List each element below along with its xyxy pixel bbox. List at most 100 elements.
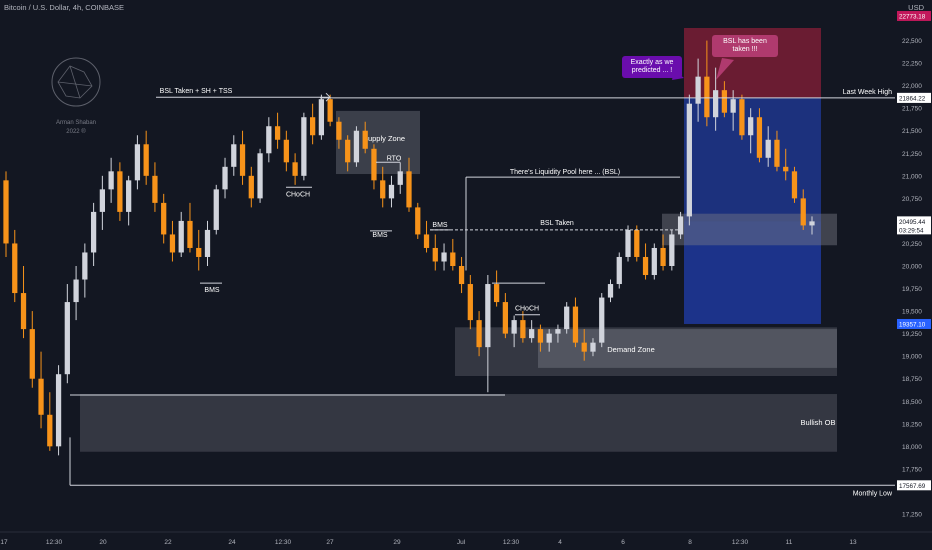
bsl-taken-label: BSL Taken + SH + TSS [160,88,233,95]
x-tick-label: 8 [688,539,692,546]
candle-body [283,139,289,163]
candle-body [371,148,377,181]
candle-body [599,297,605,343]
candle-body [3,180,9,244]
y-tick-label: 20,250 [902,241,922,248]
candle-body [783,166,789,172]
candle-body [493,284,500,303]
candle-body [204,229,211,257]
supply-zone-label: Supply Zone [363,134,405,143]
candle-body [555,329,561,334]
candle-body [590,342,596,352]
callout-bsl-taken: BSL has been taken !!! [712,35,778,57]
price-tag-label: 22773.18 [899,13,926,20]
candle-body [695,76,701,104]
candle-body [169,234,176,253]
y-tick-label: 18,500 [902,399,922,406]
price-tag-bg [897,216,931,235]
bms-label-3: BMS [432,222,448,229]
candle-body [231,144,237,167]
x-tick-label: 13 [849,539,857,546]
monthly-low-label: Monthly Low [853,490,893,497]
candle-body [537,329,544,343]
candle-body [415,207,421,235]
candle-body [90,211,97,253]
candle-body [450,252,456,266]
currency-label: USD [908,3,924,12]
x-tick-label: 17 [0,539,8,546]
bullish-ob-label: Bullish OB [800,418,835,427]
y-tick-label: 19,750 [902,286,922,293]
current-zone-box [662,213,837,246]
candle-body [161,202,167,235]
y-tick-label: 20,750 [902,196,922,203]
candle-body [774,139,780,167]
x-tick-label: 27 [326,539,334,546]
price-tag-label: 20495.44 [899,219,926,226]
candle-body [187,220,193,248]
candle-body [721,90,728,113]
y-tick-label: 17,250 [902,511,922,518]
rto-label: RTO [387,155,402,162]
logo-icon [51,57,101,107]
x-tick-label: Jul [457,539,466,546]
candle-body [222,166,228,190]
candle-body [388,184,395,199]
candle-body [99,189,105,212]
candle-body [55,374,62,447]
choch-label-1: CHoCH [286,191,310,198]
x-tick-label: 29 [393,539,401,546]
y-tick-label: 19,000 [902,354,922,361]
candle-body [572,306,579,343]
y-tick-label: 22,500 [902,38,922,45]
y-tick-label: 21,750 [902,106,922,113]
y-tick-label: 18,000 [902,444,922,451]
candle-body [274,126,281,140]
candle-body [20,293,27,330]
x-tick-label: 6 [621,539,625,546]
candle-body [292,162,298,176]
candle-body [178,220,184,253]
candle-body [423,234,430,248]
x-tick-label: 12:30 [503,539,520,546]
candle-body [739,99,745,136]
y-tick-label: 19,500 [902,309,922,316]
candle-body [327,99,333,122]
candle-body [458,266,465,285]
candle-body [362,130,368,149]
candle-body [38,378,44,415]
candle-body [625,229,631,257]
candle-body [476,320,482,348]
x-tick-label: 11 [786,539,793,546]
candle-body [345,139,351,163]
price-axis [895,0,932,550]
candle-body [196,247,202,257]
y-tick-label: 22,250 [902,61,922,68]
logo-line-1: Arman Shaban [56,120,96,126]
candle-body [529,329,535,339]
x-tick-label: 24 [228,539,236,546]
candle-body [257,153,263,199]
price-tag-bg [897,480,931,491]
bms-label-2: BMS [372,232,388,239]
x-tick-label: 12:30 [46,539,63,546]
choch-label-2: CHoCH [515,306,539,313]
candle-body [47,414,53,447]
y-tick-label: 17,750 [902,466,922,473]
price-tag-bg [897,318,931,329]
candle-body [520,320,526,339]
candle-body [660,247,666,266]
callout-predicted: Exactly as we predicted ... ! [622,56,682,78]
candle-body [126,180,132,212]
candle-body [152,175,158,203]
candle-body [432,247,438,262]
y-tick-label: 19,250 [902,331,922,338]
bms-label-1: BMS [204,287,220,294]
candle-body [143,144,149,176]
chart-title: Bitcoin / U.S. Dollar, 4h, COINBASE [4,3,125,12]
bullish-ob-box [80,394,837,452]
candle-body [616,256,622,285]
candle-body [485,284,491,348]
candle-body [581,342,587,352]
